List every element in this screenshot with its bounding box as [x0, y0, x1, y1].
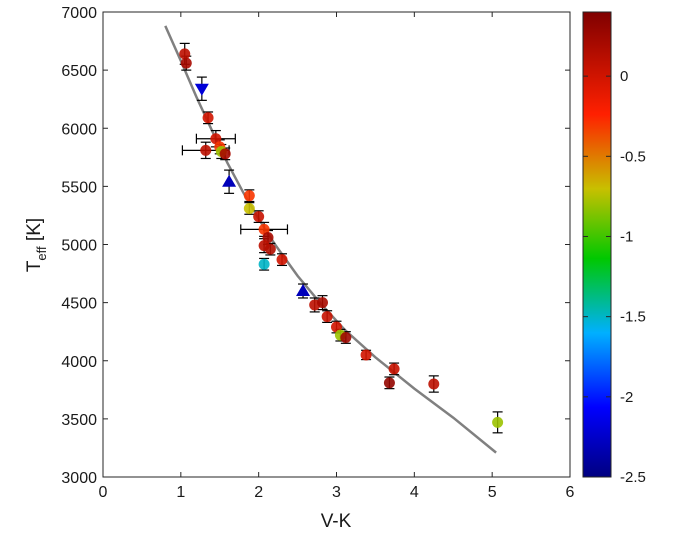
triangle-up-marker	[222, 174, 237, 187]
circle-marker	[340, 332, 352, 343]
colorbar-tick-label: -2.5	[620, 469, 646, 486]
colorbar-ticks: 0 -0.5 -1 -1.5 -2 -2.5	[583, 68, 646, 486]
circle-marker	[262, 232, 274, 244]
circle-marker	[492, 416, 504, 428]
x-tick-label: 6	[566, 484, 575, 501]
circle-marker	[258, 258, 270, 270]
x-tick-label: 0	[99, 484, 108, 501]
triangle-up-marker	[296, 284, 311, 296]
x-axis-label: V-K	[321, 511, 352, 531]
circle-marker	[264, 243, 276, 255]
colorbar-tick-label: -0.5	[620, 148, 646, 165]
triangle-down-marker	[194, 83, 209, 96]
circle-marker	[180, 57, 192, 69]
circle-marker	[331, 321, 342, 333]
x-tick-label: 1	[176, 484, 185, 501]
colorbar-tick-label: -1.5	[620, 309, 646, 326]
y-tick-label: 7000	[61, 5, 97, 22]
data-markers	[179, 48, 504, 428]
circle-marker	[210, 133, 222, 145]
axes: 0 1 2 3 4 5 6 3000 3500 4000 4500 5000 5500 6000 6500 7…	[61, 5, 574, 501]
y-tick-label: 5000	[61, 238, 97, 255]
colorbar-tick-label: -1	[620, 228, 633, 245]
y-tick-label: 3500	[61, 412, 97, 429]
y-axis-label: Teff [K]	[24, 218, 49, 272]
circle-marker	[383, 377, 395, 389]
colorbar-tick-label: 0	[620, 68, 628, 85]
y-tick-label: 6000	[61, 121, 97, 138]
circle-marker	[253, 211, 265, 223]
circle-marker	[388, 363, 400, 375]
circle-marker	[202, 112, 214, 124]
y-axis-label-main: T	[24, 260, 45, 272]
plot-frame	[102, 11, 571, 478]
y-tick-label: 4500	[61, 296, 97, 313]
circle-marker	[321, 311, 333, 323]
colorbar-tick-label: -2	[620, 389, 633, 406]
y-tick-label: 6500	[61, 63, 97, 80]
x-tick-label: 3	[332, 484, 341, 501]
y-axis-label-unit: [K]	[24, 218, 45, 247]
colorbar	[582, 11, 612, 478]
x-tick-label: 4	[410, 484, 419, 501]
circle-marker	[200, 144, 212, 156]
circle-marker	[258, 223, 270, 235]
y-axis-label-subscript: eff	[34, 246, 49, 261]
circle-marker	[428, 378, 440, 390]
circle-marker	[243, 190, 255, 202]
circle-marker	[219, 148, 231, 160]
y-tick-label: 5500	[61, 179, 97, 196]
x-tick-label: 2	[254, 484, 263, 501]
y-tick-label: 3000	[61, 470, 97, 487]
x-tick-label: 5	[488, 484, 497, 501]
circle-marker	[360, 349, 372, 361]
circle-marker	[243, 202, 255, 214]
y-tick-label: 4000	[61, 354, 97, 371]
circle-marker	[179, 48, 191, 60]
circle-marker	[276, 254, 288, 266]
plot-background	[103, 12, 570, 477]
circle-marker	[316, 297, 328, 309]
